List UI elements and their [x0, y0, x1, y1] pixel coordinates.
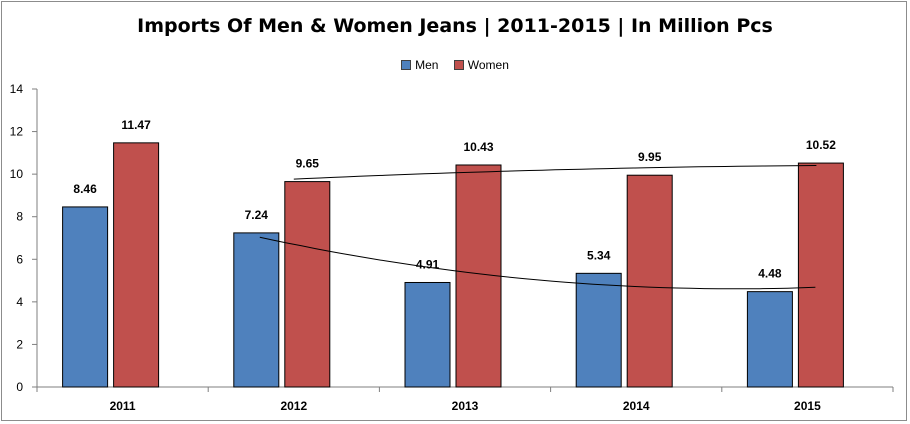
data-label-men: 4.48 — [758, 267, 782, 281]
trendline-women — [293, 165, 817, 180]
bar-women — [113, 142, 160, 388]
data-label-men: 7.24 — [245, 208, 269, 222]
bar-men — [575, 272, 622, 388]
bar-men — [746, 291, 793, 388]
legend-swatch-men — [401, 60, 412, 71]
legend: Men Women — [2, 57, 908, 72]
y-tick-label: 14 — [10, 82, 24, 96]
y-tick-label: 12 — [10, 125, 24, 139]
chart-title: Imports Of Men & Women Jeans | 2011-2015… — [137, 15, 773, 37]
x-tick-label: 2015 — [794, 399, 821, 413]
data-label-women: 10.52 — [806, 138, 836, 152]
bar-men — [62, 206, 109, 388]
data-label-women: 11.47 — [121, 118, 151, 132]
x-tick-label: 2014 — [623, 399, 650, 413]
data-label-men: 8.46 — [73, 182, 97, 196]
data-label-women: 9.65 — [296, 157, 320, 171]
legend-item-men: Men — [401, 57, 438, 72]
legend-item-women: Women — [453, 57, 509, 73]
bar-men — [233, 232, 280, 388]
data-label-women: 10.43 — [463, 140, 493, 154]
bar-men — [404, 281, 451, 388]
y-tick-label: 2 — [16, 337, 23, 351]
legend-label-men: Men — [415, 58, 439, 73]
bar-women — [797, 162, 844, 388]
data-label-men: 4.91 — [416, 257, 440, 271]
bar-women — [455, 164, 502, 388]
trendline-men — [259, 236, 816, 290]
y-tick-label: 8 — [16, 210, 23, 224]
data-label-men: 5.34 — [587, 248, 611, 262]
legend-label-women: Women — [467, 58, 509, 73]
y-tick-label: 0 — [16, 380, 23, 394]
legend-swatch-women — [453, 60, 464, 71]
y-tick-label: 4 — [16, 295, 23, 309]
x-tick-label: 2011 — [110, 399, 136, 413]
x-tick-label: 2013 — [452, 399, 479, 413]
y-tick-label: 6 — [16, 252, 23, 266]
data-label-women: 9.95 — [638, 150, 662, 164]
bar-women — [626, 174, 673, 388]
bar-women — [284, 181, 331, 388]
x-tick-label: 2012 — [280, 399, 307, 413]
y-tick-label: 10 — [10, 167, 24, 181]
